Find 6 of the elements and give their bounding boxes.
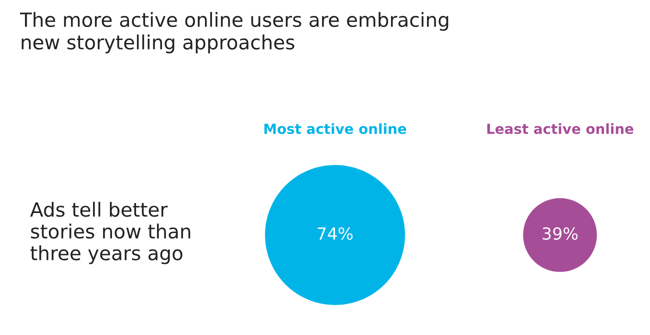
category-label: Most active online xyxy=(264,123,406,134)
data-label: 74% xyxy=(318,227,353,240)
category-label: Least active online xyxy=(487,123,634,134)
data-label: 39% xyxy=(542,227,578,240)
text: Ads tell better stories now than three years ago xyxy=(30,202,190,264)
text: The more active online users are embracing new storytelling approaches xyxy=(20,12,448,54)
